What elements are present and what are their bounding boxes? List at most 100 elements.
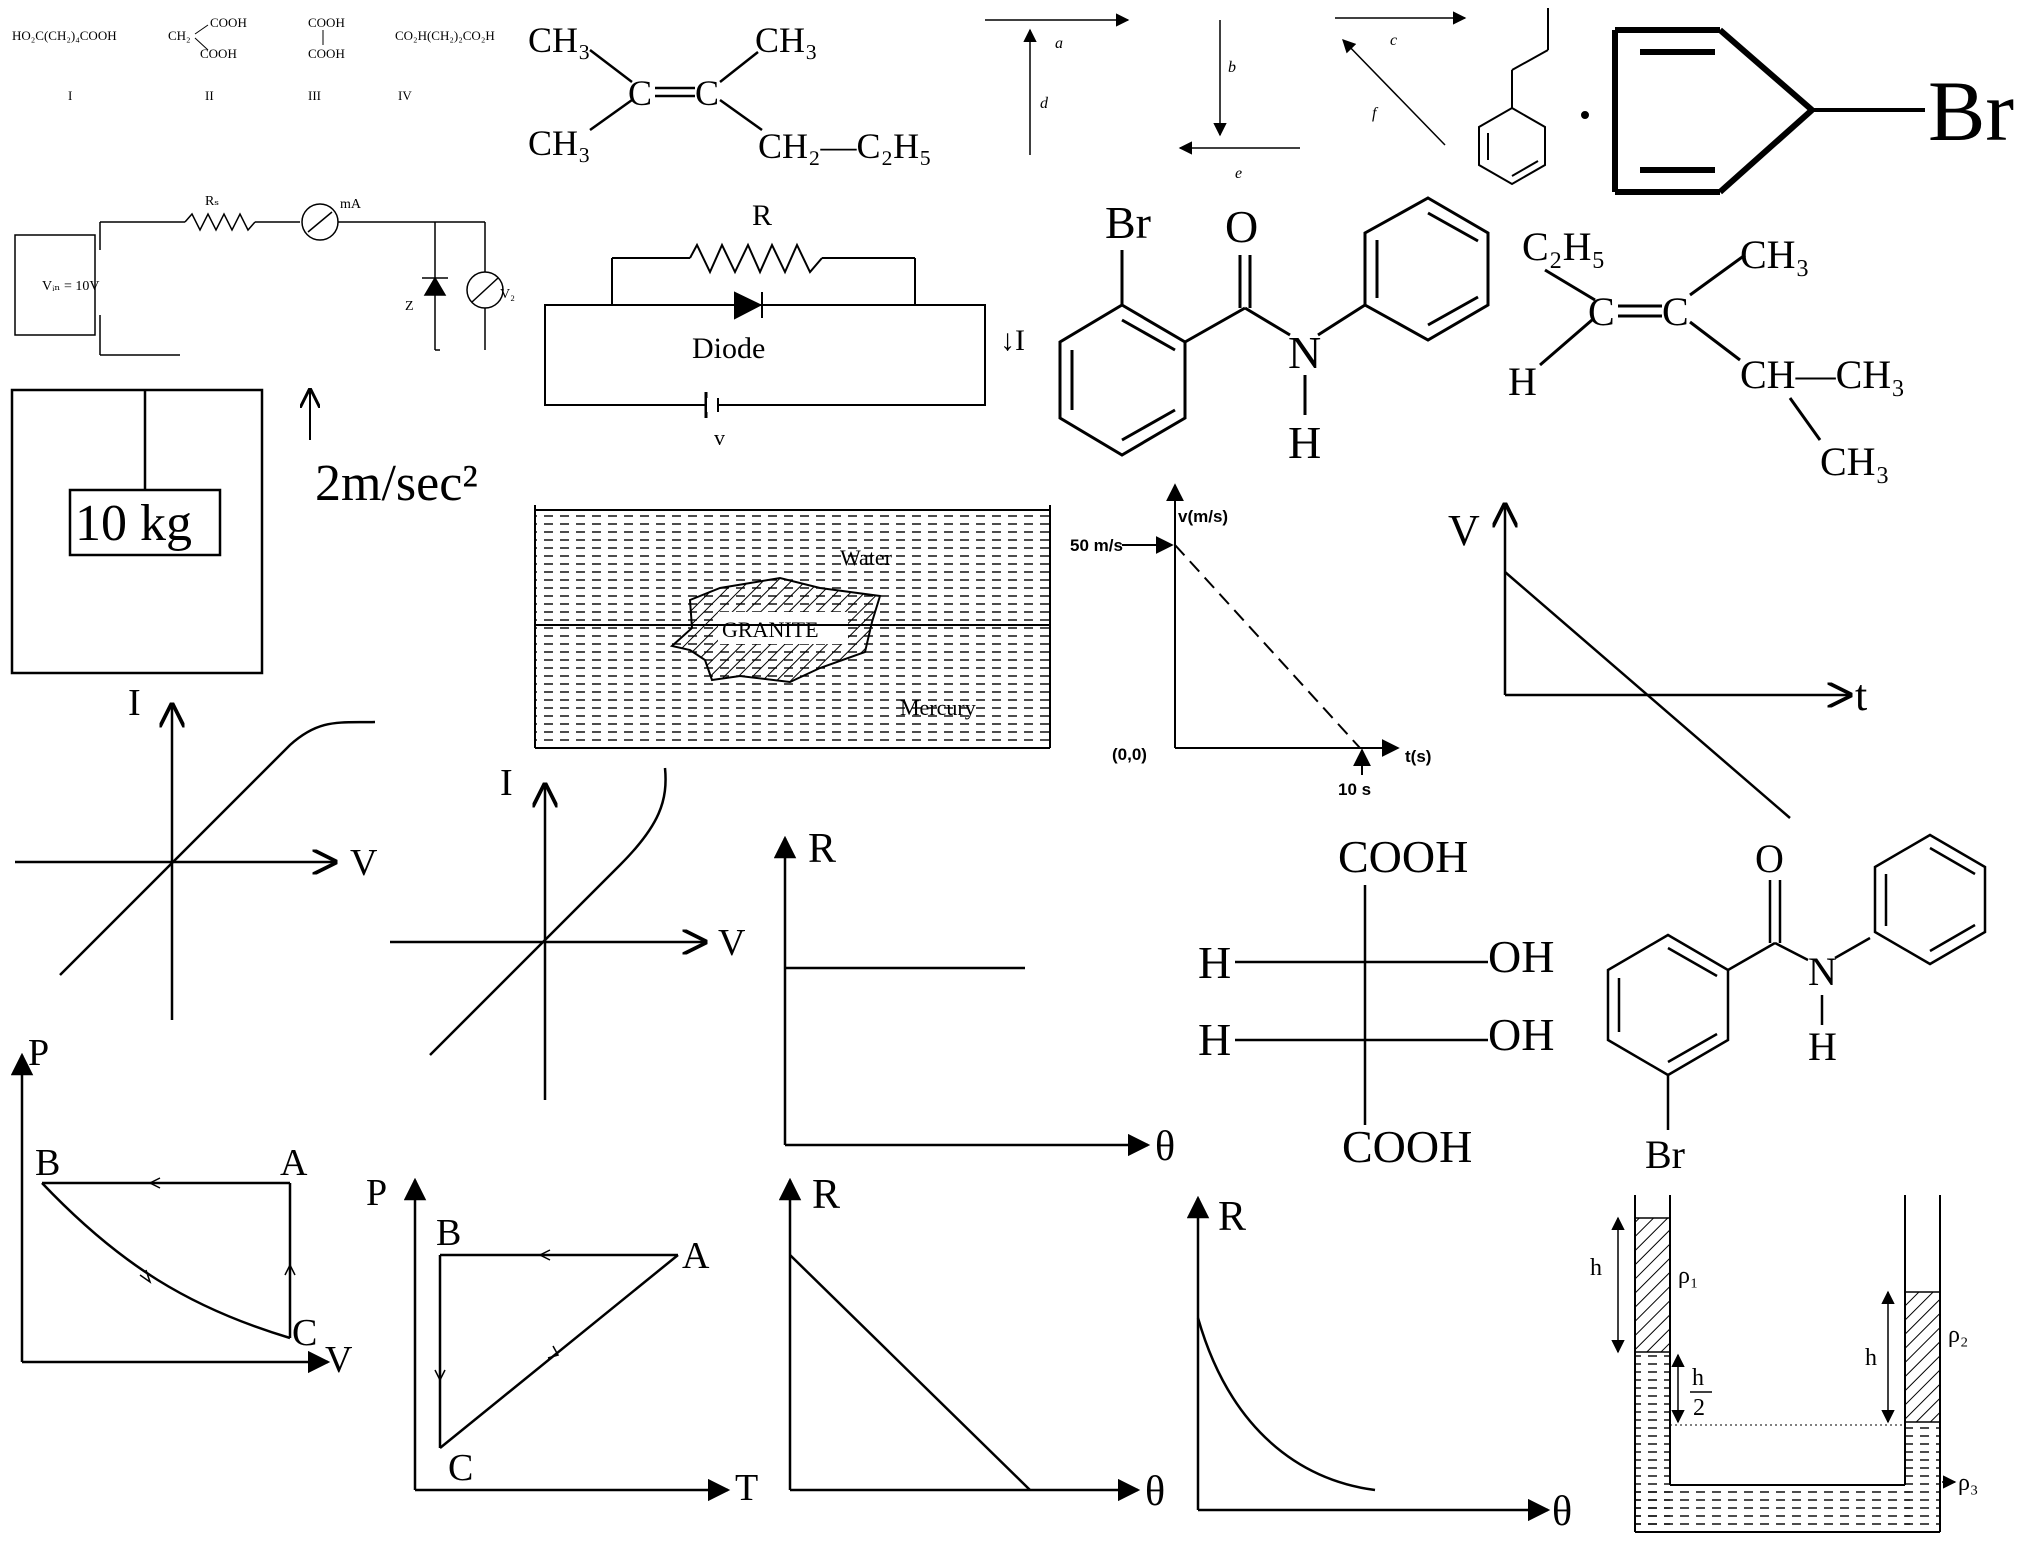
alkene2-ch3-top: CH₃ [1740, 232, 1810, 277]
acid-ii-ch2: CH₂ [168, 28, 191, 43]
iv2-v-label: V [718, 922, 746, 964]
acid-label-iv: IV [398, 88, 412, 103]
vt2-t-label: t [1855, 671, 1867, 720]
acid-i-formula: HO₂C(CH₂)₄COOH [12, 28, 117, 43]
utube-h-right: h [1865, 1345, 1877, 1371]
vt-origin-label: (0,0) [1112, 745, 1147, 764]
iv1-v-label: V [350, 842, 378, 884]
r-linear-line [789, 1254, 1031, 1491]
utube-h-left: h [1590, 1255, 1602, 1281]
mass-block [68, 488, 222, 557]
rt-linear-r-label: R [812, 1172, 840, 1218]
iv2-i-label: I [500, 762, 513, 804]
utube-rho2: ρ₂ [1948, 1322, 1968, 1348]
pv-v-label: V [325, 1339, 353, 1381]
alkene2-c-left: C [1588, 289, 1615, 334]
phenylethyl-structure [1478, 8, 1589, 186]
pv-path-bc [41, 1182, 291, 1340]
rt-const-r-label: R [808, 826, 836, 872]
velocity-time-graph [1122, 483, 1400, 775]
vector-b-label: b [1228, 59, 1236, 76]
vector-c-label: c [1390, 32, 1397, 49]
alkene-structure-2: C₂H₅ CH₃ C C H CH—CH₃ CH₃ [1508, 224, 1905, 484]
iv-curve-2 [429, 767, 667, 1056]
diode-voltage-label: v [714, 425, 725, 450]
zener-rs-label: Rₛ [205, 194, 219, 209]
granite-label-bg [718, 612, 848, 644]
granite-label: GRANITE [722, 617, 819, 642]
ortho-h-label: H [1288, 417, 1321, 468]
meta-br-label: Br [1645, 1132, 1685, 1177]
velocity-time-graph-2 [1504, 505, 1850, 819]
vt-xlabel: t(s) [1405, 747, 1431, 766]
elevator-diagram [10, 388, 310, 675]
meta-o-label: O [1755, 836, 1784, 881]
rt-const-theta-label: θ [1155, 1124, 1175, 1170]
zener-source-box [14, 234, 96, 336]
pv-cycle-graph [10, 1052, 331, 1374]
u-tube-diagram [1611, 1195, 1957, 1533]
vt-tend-label: 10 s [1338, 780, 1371, 799]
pt-a-label: A [682, 1235, 710, 1277]
rho1-liquid-column [1634, 1217, 1671, 1353]
r-decay-curve [1196, 1317, 1376, 1492]
tartaric-acid-fischer: COOH H OH H OH COOH [1198, 831, 1554, 1172]
rt-linear-theta-label: θ [1145, 1469, 1165, 1515]
r-theta-curve-graph [1186, 1195, 1551, 1522]
meta-h-label: H [1808, 1024, 1837, 1069]
ortho-o-label: O [1225, 201, 1258, 252]
pv-b-label: B [35, 1142, 60, 1184]
mass-label: 10 kg [75, 495, 192, 552]
diode-label: Diode [692, 332, 765, 365]
r-theta-constant-graph [773, 835, 1151, 1157]
pt-p-label: P [366, 1172, 387, 1214]
alkene2-ch3-bottom: CH₃ [1820, 439, 1890, 484]
utube-rho1: ρ₁ [1678, 1263, 1698, 1289]
pt-path-ca [439, 1254, 679, 1449]
zener-vz-label: V₂ [500, 287, 515, 302]
velocity-line [1174, 544, 1361, 749]
alkene2-c2h5: C₂H₅ [1522, 224, 1605, 269]
tartaric-oh2: OH [1488, 1009, 1554, 1060]
utube-rho3: ρ₃ [1958, 1470, 1978, 1496]
zener-circuit [14, 203, 504, 356]
diode-circuit [544, 242, 986, 418]
velocity-line-2 [1504, 571, 1791, 819]
rho2-liquid-column [1904, 1291, 1941, 1423]
diode-symbol [734, 291, 763, 320]
meta-n-label: N [1808, 949, 1837, 994]
acid-label-iii: III [308, 88, 321, 103]
beaker-diagram [534, 505, 1051, 749]
vector-f-label: f [1372, 105, 1379, 122]
zener-vin-label: Vᵢₙ = 10V [42, 279, 99, 294]
elevator-box [10, 388, 264, 675]
zener-z-label: Z [405, 299, 414, 314]
alkene-structure-1: CH₃ CH₃ C C CH₃ CH₂—C₂H₅ [528, 20, 932, 166]
utube-h-half-num: h [1692, 1365, 1704, 1391]
iv-graph-2 [390, 767, 705, 1100]
tartaric-oh1: OH [1488, 931, 1554, 982]
alkene1-c-right: C [695, 73, 719, 113]
vector-f-arrow [1342, 39, 1446, 146]
pt-b-label: B [436, 1212, 461, 1254]
vector-d-label: d [1040, 95, 1049, 112]
diode-r-label: R [752, 199, 772, 232]
alkene2-ch-ch3: CH—CH₃ [1740, 352, 1905, 397]
diode-current-label: ↓I [1000, 324, 1025, 357]
vt2-v-label: V [1448, 506, 1480, 555]
rt-curve-theta-label: θ [1552, 1489, 1572, 1535]
alkene1-ch2-c2h5: CH₂—C₂H₅ [758, 126, 932, 166]
iv-curve-1 [59, 720, 376, 976]
tartaric-h2: H [1198, 1014, 1231, 1065]
pt-c-label: C [448, 1447, 473, 1489]
alkene2-h: H [1508, 359, 1537, 404]
acid-iii-cooh-top: COOH [308, 15, 345, 30]
pt-cycle-graph [403, 1177, 731, 1502]
alkene1-ch3-top-left: CH₃ [528, 20, 591, 60]
acid-ii-bond-up [194, 24, 209, 35]
bromo-cyclopentadiene [1612, 27, 1925, 195]
pv-c-label: C [292, 1312, 317, 1354]
vector-diagram [985, 11, 1467, 155]
pv-a-label: A [280, 1142, 308, 1184]
tartaric-h1: H [1198, 937, 1231, 988]
